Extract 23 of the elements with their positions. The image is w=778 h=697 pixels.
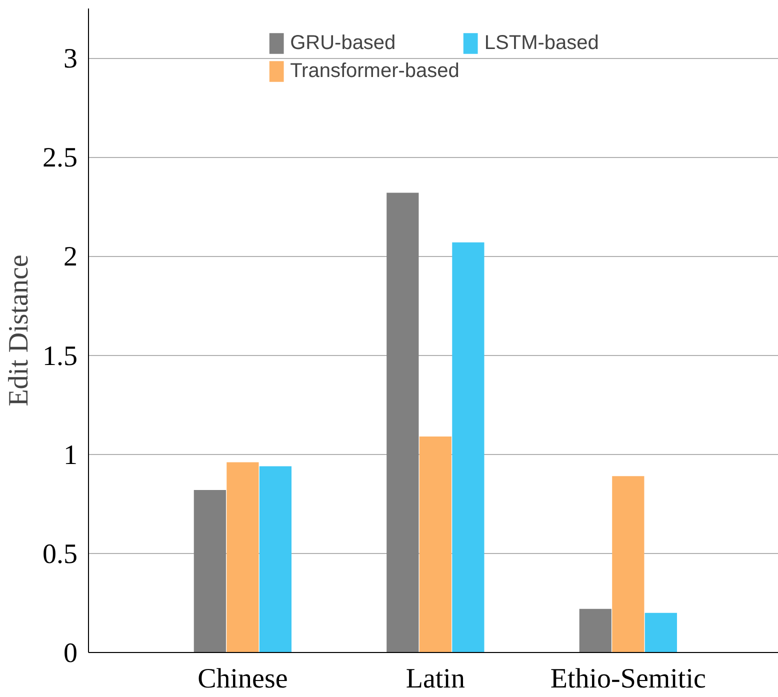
y-tick-label: 1 (64, 440, 78, 471)
x-tick-label: Latin (406, 664, 465, 694)
y-tick-label: 3 (64, 44, 78, 75)
y-tick-label: 2 (64, 242, 78, 273)
bar (226, 462, 259, 652)
bar (419, 436, 452, 652)
bar (386, 192, 419, 652)
legend-label: LSTM-based (484, 32, 599, 54)
bar (259, 466, 292, 652)
y-tick-label: 0.5 (42, 538, 78, 570)
bar (194, 490, 226, 652)
bar (612, 476, 644, 652)
legend-label: Transformer-based (290, 60, 460, 82)
y-tick-label: 0 (64, 638, 78, 669)
bar (579, 608, 612, 652)
bar (452, 242, 484, 652)
x-tick-label: Ethio-Semitic (550, 664, 706, 694)
y-tick-label: 2.5 (42, 142, 78, 174)
bar (644, 612, 677, 652)
y-axis-title: Edit Distance (4, 254, 34, 406)
legend-label: GRU-based (290, 32, 396, 54)
x-tick-label: Chinese (198, 664, 288, 694)
y-tick-label: 1.5 (42, 340, 78, 372)
